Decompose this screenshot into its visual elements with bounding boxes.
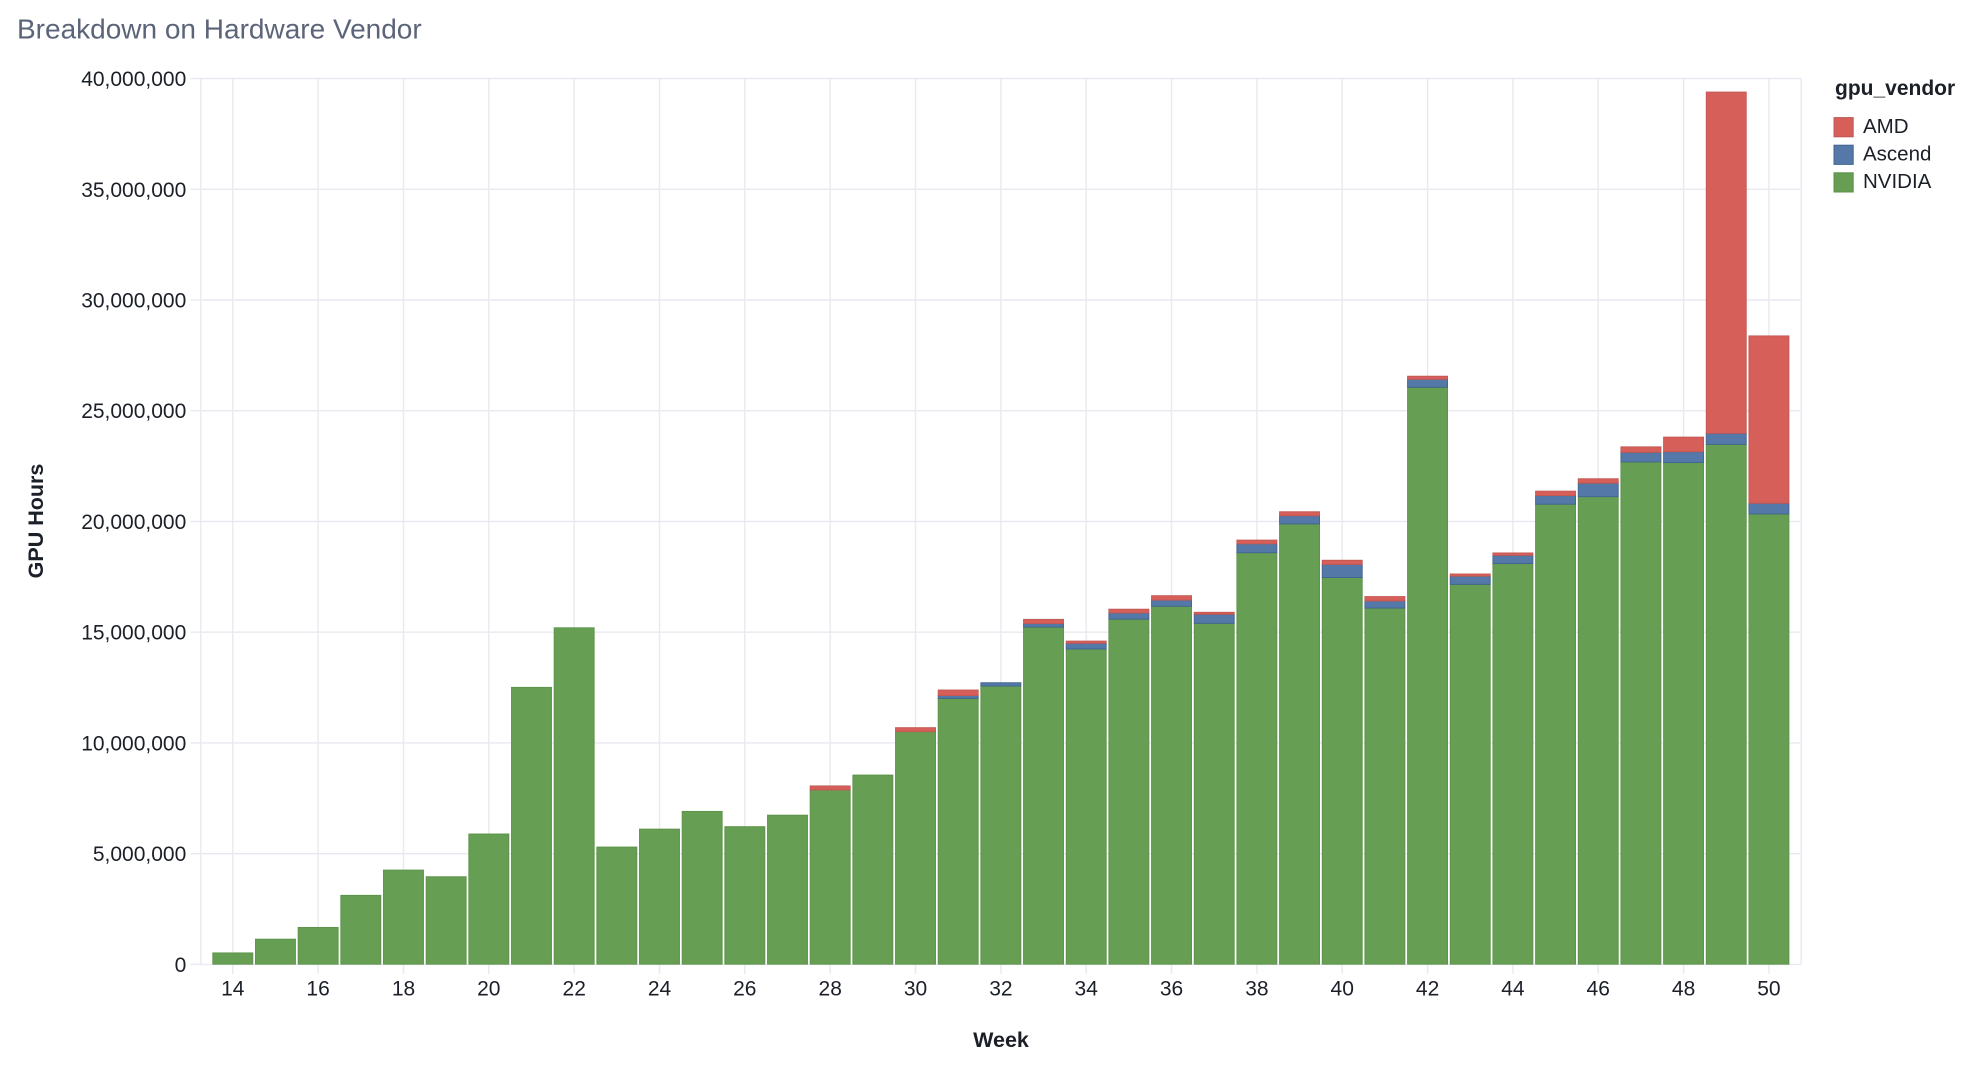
svg-text:25,000,000: 25,000,000: [81, 400, 186, 423]
svg-text:5,000,000: 5,000,000: [93, 843, 186, 866]
svg-text:15,000,000: 15,000,000: [81, 622, 186, 645]
svg-text:48: 48: [1672, 978, 1695, 1001]
svg-text:gpu_vendor: gpu_vendor: [1835, 77, 1955, 100]
svg-text:30,000,000: 30,000,000: [81, 290, 186, 313]
svg-text:GPU Hours: GPU Hours: [24, 464, 48, 579]
svg-text:30: 30: [904, 978, 927, 1001]
svg-text:34: 34: [1075, 978, 1099, 1001]
svg-text:42: 42: [1416, 978, 1439, 1001]
svg-text:32: 32: [989, 978, 1012, 1001]
svg-text:Week: Week: [973, 1028, 1029, 1052]
svg-text:22: 22: [563, 978, 586, 1001]
svg-text:44: 44: [1501, 978, 1525, 1001]
svg-text:14: 14: [221, 978, 245, 1001]
svg-text:20,000,000: 20,000,000: [81, 511, 186, 534]
svg-text:40: 40: [1331, 978, 1354, 1001]
svg-text:28: 28: [819, 978, 842, 1001]
svg-text:10,000,000: 10,000,000: [81, 732, 186, 755]
svg-text:40,000,000: 40,000,000: [81, 68, 186, 91]
svg-text:50: 50: [1757, 978, 1780, 1001]
svg-text:18: 18: [392, 978, 415, 1001]
svg-text:36: 36: [1160, 978, 1183, 1001]
svg-text:46: 46: [1587, 978, 1610, 1001]
svg-text:20: 20: [477, 978, 500, 1001]
svg-text:Ascend: Ascend: [1863, 143, 1931, 166]
svg-text:Breakdown on Hardware Vendor: Breakdown on Hardware Vendor: [17, 14, 422, 45]
svg-text:0: 0: [175, 954, 187, 977]
svg-text:16: 16: [306, 978, 329, 1001]
svg-text:24: 24: [648, 978, 672, 1001]
svg-text:38: 38: [1245, 978, 1268, 1001]
svg-text:26: 26: [733, 978, 756, 1001]
svg-text:35,000,000: 35,000,000: [81, 179, 186, 202]
svg-text:AMD: AMD: [1863, 115, 1909, 138]
svg-text:NVIDIA: NVIDIA: [1863, 170, 1932, 193]
